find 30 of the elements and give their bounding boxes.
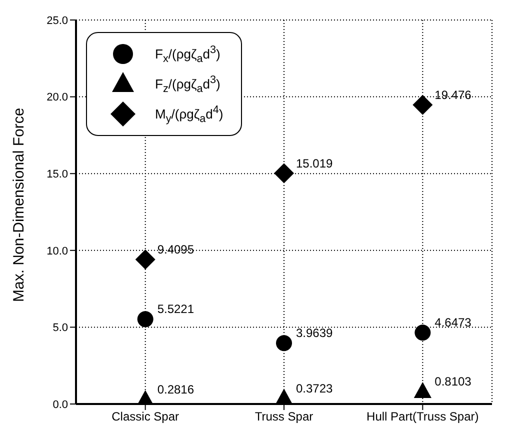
legend-label: F$_{z}$/(ρgζ$_{a}$d$^{3}$) bbox=[155, 74, 220, 94]
x-tick-label: Truss Spar bbox=[254, 410, 314, 424]
point bbox=[276, 335, 292, 352]
x-tick-label: Hull Part(Truss Spar) bbox=[366, 410, 479, 424]
y-tick-label: 0.0 bbox=[52, 398, 68, 411]
y-axis-title: Max. Non-Dimensional Force bbox=[10, 108, 28, 302]
data-label: 0.2816 bbox=[157, 382, 194, 397]
data-label: 0.8103 bbox=[434, 374, 472, 389]
data-label: 4.6473 bbox=[434, 316, 472, 330]
x-tick-label: Classic Spar bbox=[112, 410, 180, 424]
y-tick-label: 25.0 bbox=[46, 14, 68, 27]
y-tick-label: 20.0 bbox=[46, 92, 68, 104]
y-tick-label: 5.0 bbox=[52, 322, 68, 334]
y-tick-label: 10.0 bbox=[46, 245, 68, 258]
point bbox=[414, 382, 432, 398]
data-label: 9.4095 bbox=[157, 242, 194, 256]
point bbox=[274, 163, 294, 184]
point bbox=[414, 324, 431, 341]
point bbox=[275, 388, 293, 404]
point bbox=[135, 249, 156, 270]
y-tick-label: 15.0 bbox=[46, 168, 68, 181]
legend-label: M$_{y}$/(ρgζ$_{a}$d$^{4}$) bbox=[155, 104, 224, 124]
data-label: 5.5221 bbox=[157, 302, 194, 316]
data-label: 15.019 bbox=[296, 156, 334, 170]
data-label: 3.9639 bbox=[296, 326, 334, 340]
point bbox=[412, 94, 433, 115]
legend-label: F$_{x}$/(ρgζ$_{a}$d$^{3}$) bbox=[155, 44, 220, 64]
data-label: 0.3723 bbox=[296, 381, 334, 396]
point bbox=[137, 311, 154, 328]
data-label: 19.476 bbox=[434, 88, 472, 102]
